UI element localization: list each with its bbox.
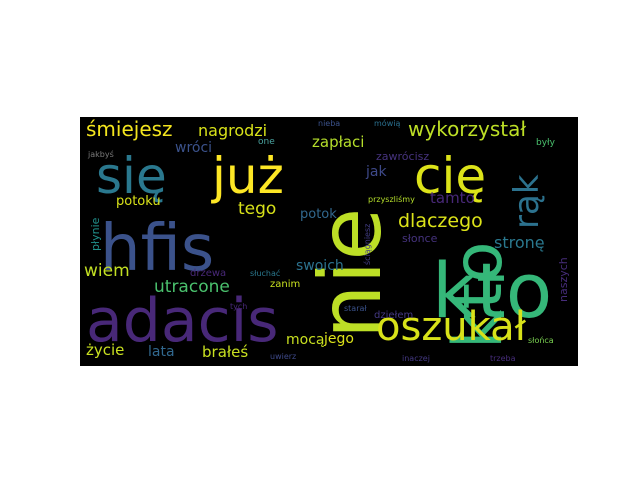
word-jego: jego xyxy=(324,331,354,347)
word-drzewa: drzewa xyxy=(190,268,227,279)
word-slonca: słońca xyxy=(528,336,554,345)
word-slonce: słonce xyxy=(402,232,438,245)
word-potok: potok xyxy=(300,207,337,222)
word-smiejesz: śmiejesz xyxy=(86,117,173,141)
word-cie: cię xyxy=(414,147,487,205)
word-hfis: hfis xyxy=(100,212,215,286)
word-one: one xyxy=(258,137,275,147)
word-zycie: życie xyxy=(86,341,125,359)
word-wiem: wiem xyxy=(84,261,130,281)
word-cloud: kto kto nie hfis adacis się już cię oszu… xyxy=(80,117,578,366)
word-strone: stronę xyxy=(494,233,545,252)
word-swoich: swoich xyxy=(296,258,344,274)
word-rak: rąk xyxy=(507,174,547,229)
word-potoku: potoku xyxy=(116,194,161,209)
word-sie: się xyxy=(96,147,167,205)
word-zanim: zanim xyxy=(270,279,301,290)
word-uwierz: uwierz xyxy=(270,352,297,361)
word-przyszlismy: przyszliśmy xyxy=(368,195,415,204)
word-moca: mocą xyxy=(286,332,325,348)
word-naszych: naszych xyxy=(557,257,570,302)
word-lata: lata xyxy=(148,344,175,360)
word-wykorzystal: wykorzystał xyxy=(408,117,527,141)
word-inaczej: inaczej xyxy=(402,354,430,363)
word-oszukal: oszukał xyxy=(376,304,526,350)
word-jakbys: jakbyś xyxy=(88,150,114,159)
word-trzeba: trzeba xyxy=(490,354,516,363)
word-sluchac: słuchać xyxy=(250,269,281,278)
word-dlaczego: dlaczego xyxy=(398,210,483,232)
word-plynie: płynie xyxy=(89,217,102,251)
word-nagrodzi: nagrodzi xyxy=(198,121,268,140)
word-nieba: nieba xyxy=(318,119,341,128)
word-tych: tych xyxy=(230,302,248,311)
word-staral: starał xyxy=(344,304,367,313)
word-mowia: mówią xyxy=(374,119,401,128)
word-zaplaci: zapłaci xyxy=(312,133,365,151)
word-byly: były xyxy=(536,138,555,148)
word-dzielem: dziełem xyxy=(374,310,414,321)
word-tamto: tamto xyxy=(430,189,475,207)
word-juz: już xyxy=(212,147,284,205)
word-kto: kto xyxy=(432,246,553,335)
word-jak: jak xyxy=(366,164,387,180)
word-tego: tego xyxy=(238,199,277,219)
word-brales: brałeś xyxy=(202,343,249,361)
word-zawrocisz: zawrócisz xyxy=(376,150,430,163)
word-adacis: adacis xyxy=(86,286,279,356)
word-wroci: wróci xyxy=(175,140,213,156)
word-utracone: utracone xyxy=(154,277,230,297)
word-sciagniesz: ściągniesz xyxy=(363,223,372,265)
